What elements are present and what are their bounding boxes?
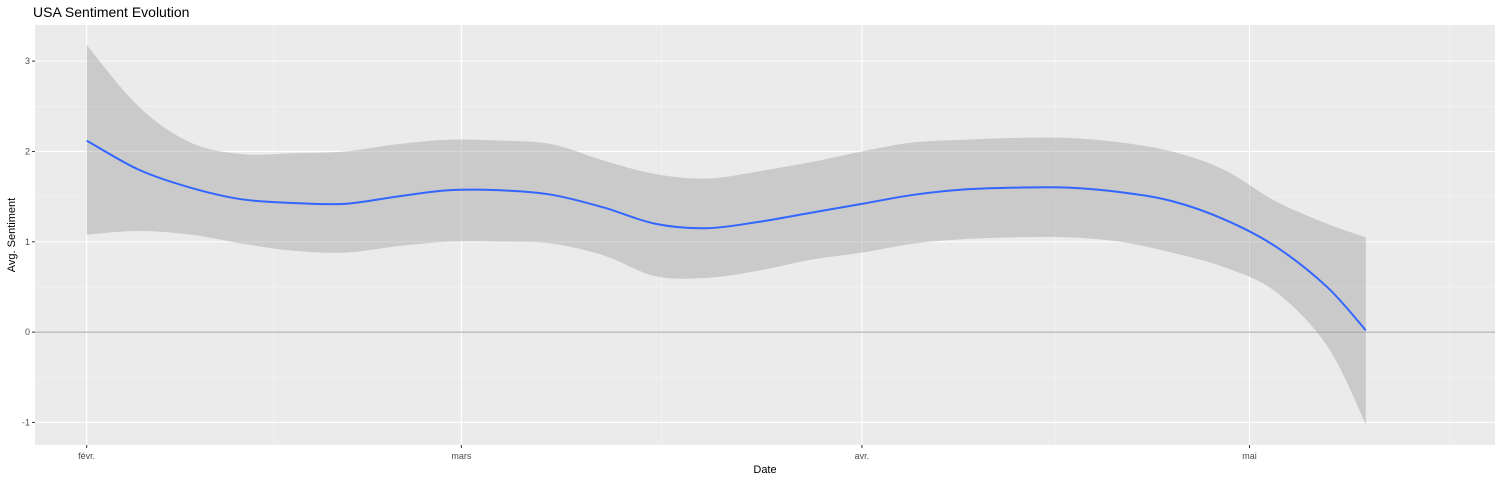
y-tick-label: 0 [25,327,30,337]
x-axis-ticks: févr. mars avr. mai [78,445,1257,461]
x-tick-label: avr. [855,451,870,461]
confidence-ribbon [86,44,1366,425]
x-tick-label: mars [451,451,471,461]
y-tick-label: 1 [25,237,30,247]
chart-title: USA Sentiment Evolution [33,4,189,20]
y-tick-label: -1 [22,417,30,427]
y-axis-label: Avg. Sentiment [6,198,18,272]
x-tick-label: févr. [78,451,95,461]
plot-panel [35,25,1495,445]
x-tick-label: mai [1242,451,1257,461]
y-axis-ticks: -1 0 1 2 3 [22,56,35,427]
x-axis-label: Date [753,464,776,476]
y-tick-label: 2 [25,146,30,156]
sentiment-trend-line [86,139,1367,331]
grid-minor [35,25,1495,445]
y-tick-label: 3 [25,56,30,66]
